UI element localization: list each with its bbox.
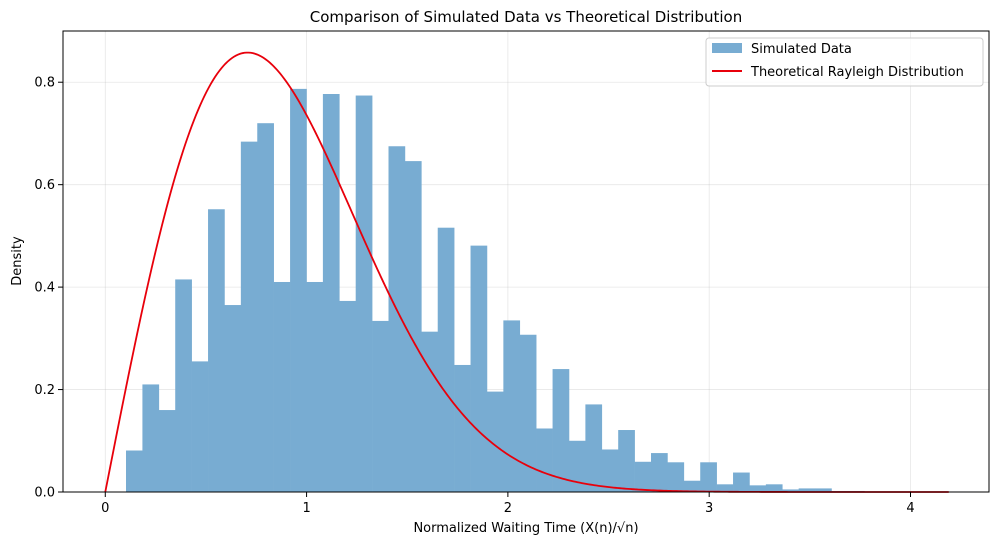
- histogram-bar: [749, 485, 767, 492]
- histogram-bar: [224, 305, 242, 492]
- histogram-bar: [765, 484, 783, 492]
- histogram-bar: [322, 94, 340, 493]
- y-axis-label: Density: [10, 236, 25, 286]
- legend-label-theoretical: Theoretical Rayleigh Distribution: [750, 65, 964, 80]
- y-tick-label: 0.8: [34, 76, 55, 91]
- legend-label-simulated: Simulated Data: [751, 42, 852, 57]
- histogram-bar: [798, 488, 816, 492]
- histogram-bar: [126, 450, 143, 492]
- legend-swatch-simulated: [712, 43, 742, 53]
- histogram-bar: [257, 123, 274, 492]
- histogram-bar: [191, 361, 209, 492]
- x-tick-label: 1: [302, 501, 310, 516]
- x-axis-label: Normalized Waiting Time (X(n)/√n): [413, 521, 638, 536]
- histogram-bar: [782, 489, 799, 492]
- histogram-bar: [372, 320, 389, 492]
- histogram-bar: [306, 281, 324, 492]
- legend-box: [705, 37, 984, 87]
- histogram-bar: [273, 281, 291, 492]
- histogram-bar: [290, 88, 307, 493]
- histogram-bar: [634, 461, 652, 492]
- histogram-bar: [388, 146, 406, 492]
- histogram-bars: [126, 88, 980, 493]
- histogram-bar: [519, 334, 537, 492]
- histogram-bar: [486, 391, 504, 492]
- histogram-bar: [503, 320, 521, 492]
- histogram-bar: [700, 462, 717, 492]
- y-tick-label: 0.4: [34, 281, 55, 296]
- histogram-bar: [142, 384, 160, 492]
- histogram-bar: [651, 453, 668, 492]
- histogram-bar: [716, 484, 734, 492]
- x-tick-label: 2: [504, 501, 512, 516]
- x-tick-label: 4: [906, 501, 914, 516]
- histogram-bar: [601, 449, 619, 492]
- chart-title: Comparison of Simulated Data vs Theoreti…: [310, 8, 743, 26]
- x-tick-label: 3: [705, 501, 713, 516]
- histogram-bar: [585, 404, 603, 492]
- y-axis: 0.0 0.2 0.4 0.6 0.8: [34, 76, 63, 501]
- histogram-bar: [683, 480, 701, 492]
- histogram-bar: [240, 141, 258, 492]
- histogram-bar: [536, 428, 553, 492]
- y-tick-label: 0.2: [34, 383, 55, 398]
- histogram-bar: [618, 430, 635, 492]
- y-tick-label: 0.6: [34, 178, 55, 193]
- x-axis: 0 1 2 3 4: [101, 492, 915, 516]
- histogram-bar: [158, 410, 176, 492]
- histogram-bar: [568, 440, 586, 492]
- histogram-bar: [339, 300, 356, 492]
- histogram-bar: [437, 227, 455, 492]
- x-tick-label: 0: [101, 501, 109, 516]
- legend: Simulated Data Theoretical Rayleigh Dist…: [705, 37, 984, 87]
- histogram-bar: [470, 245, 488, 492]
- histogram-bar: [733, 472, 750, 492]
- histogram-bar: [454, 364, 471, 492]
- histogram-bar: [355, 95, 373, 492]
- histogram-bar: [421, 331, 439, 492]
- y-tick-label: 0.0: [34, 486, 55, 501]
- plot-frame: [62, 30, 990, 493]
- histogram-bar: [404, 161, 422, 493]
- histogram-bar: [667, 462, 685, 492]
- histogram-bar: [208, 209, 225, 492]
- histogram-bar: [175, 279, 192, 492]
- histogram-bar: [552, 369, 570, 492]
- histogram-bar: [815, 488, 832, 492]
